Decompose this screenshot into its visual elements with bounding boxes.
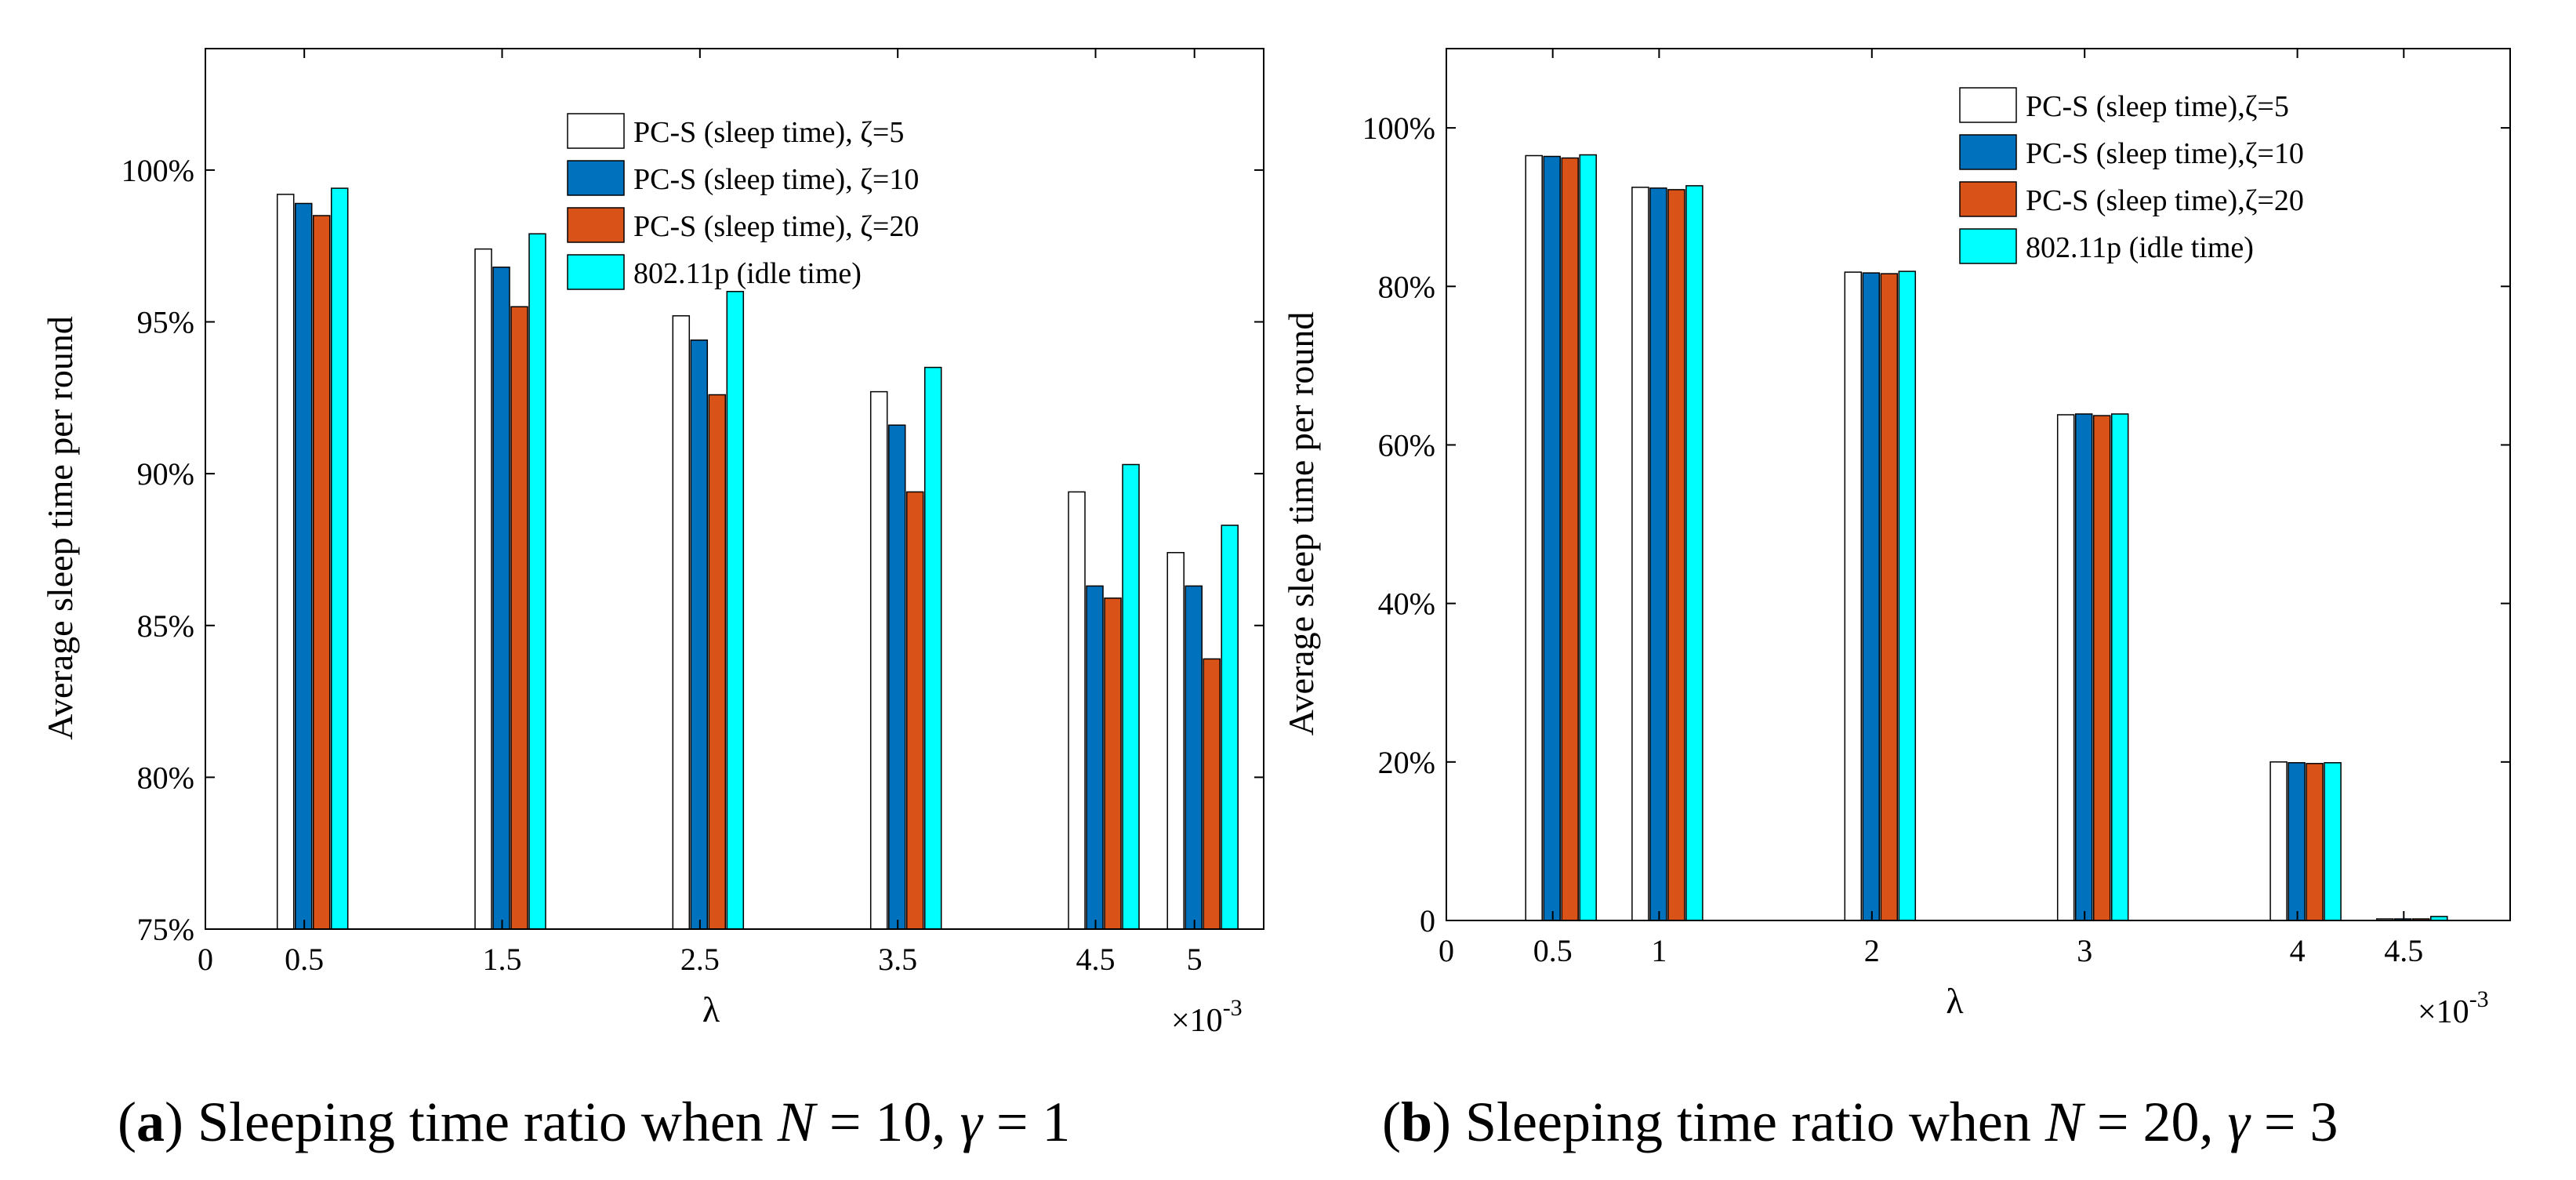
bar-series3-cat4	[2324, 762, 2342, 921]
bar-series0-cat1	[1631, 187, 1649, 921]
y-tick-label: 40%	[1378, 586, 1435, 622]
legend-swatch-2	[1959, 181, 2017, 217]
bar-series0-cat3	[2056, 414, 2075, 921]
y-tick-label: 80%	[137, 760, 194, 795]
bar-series3-cat3	[2110, 413, 2129, 921]
bar-series1-cat3	[887, 424, 906, 930]
legend-swatch-3	[1959, 228, 2017, 264]
bar-series0-cat0	[1525, 154, 1543, 921]
bar-series1-cat5	[1185, 585, 1203, 930]
bar-series1-cat4	[1086, 585, 1104, 930]
bar-series1-cat1	[492, 267, 510, 930]
bar-series1-cat4	[2288, 762, 2306, 921]
legend-swatch-1	[1959, 134, 2017, 170]
x-tick-label: 2.5	[680, 942, 720, 977]
bar-series2-cat0	[1561, 157, 1579, 921]
bar-series3-cat2	[1898, 270, 1917, 921]
x-tick-label: 2	[1864, 933, 1880, 968]
y-axis-label: Average sleep time per round	[1281, 312, 1321, 736]
x-tick-label: 1	[1651, 933, 1667, 968]
bar-series3-cat0	[1579, 154, 1597, 921]
bar-series0-cat5	[1166, 552, 1185, 930]
bar-series1-cat0	[1543, 155, 1561, 921]
legend-label-0: PC-S (sleep time), ζ=5	[633, 116, 904, 149]
y-tick-label: 75%	[137, 912, 194, 947]
y-tick-label: 100%	[122, 153, 194, 188]
bar-series1-cat0	[294, 202, 313, 930]
y-tick-label: 95%	[137, 305, 194, 340]
y-tick-label: 100%	[1362, 111, 1435, 146]
legend-swatch-2	[567, 207, 625, 243]
legend-label-1: PC-S (sleep time), ζ=10	[633, 163, 919, 196]
x-axis-label: λ	[702, 989, 720, 1029]
bar-series2-cat2	[708, 394, 727, 930]
x-axis-label: λ	[1946, 981, 1964, 1021]
bar-series1-cat3	[2074, 413, 2093, 921]
legend-swatch-3	[567, 254, 625, 290]
bar-series0-cat1	[474, 248, 492, 930]
bar-series0-cat3	[869, 390, 888, 930]
y-axis-label: Average sleep time per round	[40, 316, 80, 740]
bar-series1-cat2	[690, 339, 709, 930]
x-tick-label: 0.5	[1533, 933, 1573, 968]
y-tick-label: 60%	[1378, 427, 1435, 463]
bar-series2-cat1	[1667, 189, 1685, 921]
bar-series0-cat4	[2269, 761, 2288, 921]
x-tick-label: 4.5	[1076, 942, 1116, 977]
y-tick-label: 20%	[1378, 745, 1435, 780]
legend-label-2: PC-S (sleep time),ζ=20	[2026, 184, 2304, 217]
bar-series2-cat0	[312, 215, 331, 930]
x-tick-label: 3	[2077, 933, 2092, 968]
bar-series3-cat1	[528, 233, 546, 930]
legend-label-1: PC-S (sleep time),ζ=10	[2026, 137, 2304, 170]
bar-series0-cat2	[672, 315, 691, 930]
axes-box	[1446, 48, 2511, 921]
bar-series2-cat3	[2092, 415, 2111, 921]
bar-series2-cat1	[510, 306, 528, 930]
panel-caption: (a) Sleeping time ratio when N = 10, γ =…	[118, 1091, 1070, 1153]
legend-swatch-0	[567, 113, 625, 149]
legend-label-0: PC-S (sleep time),ζ=5	[2026, 90, 2289, 123]
chart-panel-a: 0 0.5 1.5 2.5 3.5 4.5 5 75% 80% 85% 90% 95% 100% λ Ave…	[40, 48, 1264, 1153]
bar-series2-cat4	[2306, 763, 2324, 921]
bar-series0-cat4	[1068, 491, 1086, 930]
y-tick-label: 0	[1420, 903, 1435, 939]
x-tick-label: 0	[198, 942, 213, 977]
bar-series3-cat2	[726, 291, 745, 930]
x-exponent-label: ×10-3	[2418, 986, 2489, 1030]
y-tick-label: 80%	[1378, 269, 1435, 304]
legend-swatch-0	[1959, 87, 2017, 123]
x-tick-label: 5	[1187, 942, 1203, 977]
bar-series2-cat3	[905, 491, 924, 930]
x-tick-label: 4	[2290, 933, 2306, 968]
legend-label-3: 802.11p (idle time)	[633, 257, 862, 290]
bar-series3-cat1	[1685, 185, 1703, 921]
legend-label-3: 802.11p (idle time)	[2026, 231, 2254, 264]
bar-series3-cat5	[1221, 525, 1239, 930]
legend-swatch-1	[567, 160, 625, 196]
legend-label-2: PC-S (sleep time), ζ=20	[633, 210, 919, 243]
panel-caption: (b) Sleeping time ratio when N = 20, γ =…	[1382, 1091, 2338, 1153]
bar-series0-cat2	[1844, 271, 1863, 921]
x-exponent-label: ×10-3	[1171, 995, 1243, 1039]
bar-series3-cat0	[330, 187, 349, 930]
chart-panel-b: 0 0.5 1 2 3 4 4.5 0 20% 40% 60% 80% 100% λ Average sle…	[1281, 48, 2511, 1153]
x-tick-label: 3.5	[878, 942, 917, 977]
x-tick-label: 1.5	[483, 942, 522, 977]
bar-series1-cat2	[1862, 272, 1881, 921]
x-tick-label: 4.5	[2384, 933, 2423, 968]
bar-series2-cat2	[1880, 273, 1899, 921]
bar-series2-cat4	[1104, 597, 1122, 930]
axes-box	[205, 48, 1264, 930]
x-tick-label: 0	[1439, 933, 1454, 968]
bar-series0-cat0	[276, 194, 295, 930]
y-tick-label: 85%	[137, 608, 194, 644]
bar-series2-cat5	[1203, 658, 1221, 930]
bar-series3-cat3	[923, 366, 942, 930]
bar-series3-cat4	[1122, 463, 1140, 930]
x-tick-label: 0.5	[285, 942, 324, 977]
y-tick-label: 90%	[137, 456, 194, 492]
bar-series1-cat1	[1649, 187, 1667, 921]
